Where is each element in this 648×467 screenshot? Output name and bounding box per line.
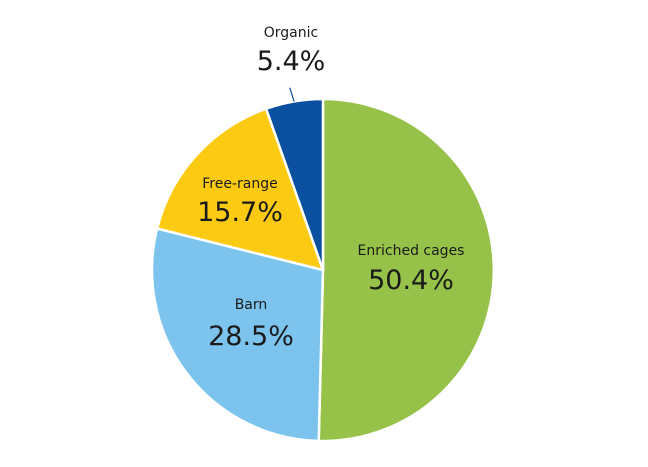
- pie-slice-enriched-cages: [317, 97, 496, 443]
- slice-value-enriched-cages: 50.4%: [368, 265, 454, 296]
- slice-label-free-range: Free-range: [202, 176, 277, 192]
- pie-slice-organic: [264, 97, 325, 272]
- pie-labels: Enriched cages 50.4% Barn 28.5% Free-range 15…: [197, 25, 464, 352]
- pie-slice-free-range: [155, 107, 325, 272]
- slice-label-barn: Barn: [235, 297, 268, 313]
- slice-value-free-range: 15.7%: [197, 197, 283, 228]
- slice-value-barn: 28.5%: [208, 321, 294, 352]
- pie-slices: [150, 97, 496, 443]
- slice-label-organic: Organic: [264, 25, 318, 41]
- slice-label-enriched-cages: Enriched cages: [358, 243, 465, 259]
- pie-slice-barn: [150, 227, 325, 443]
- organic-leader-line: [289, 87, 295, 102]
- slice-value-organic: 5.4%: [257, 46, 326, 77]
